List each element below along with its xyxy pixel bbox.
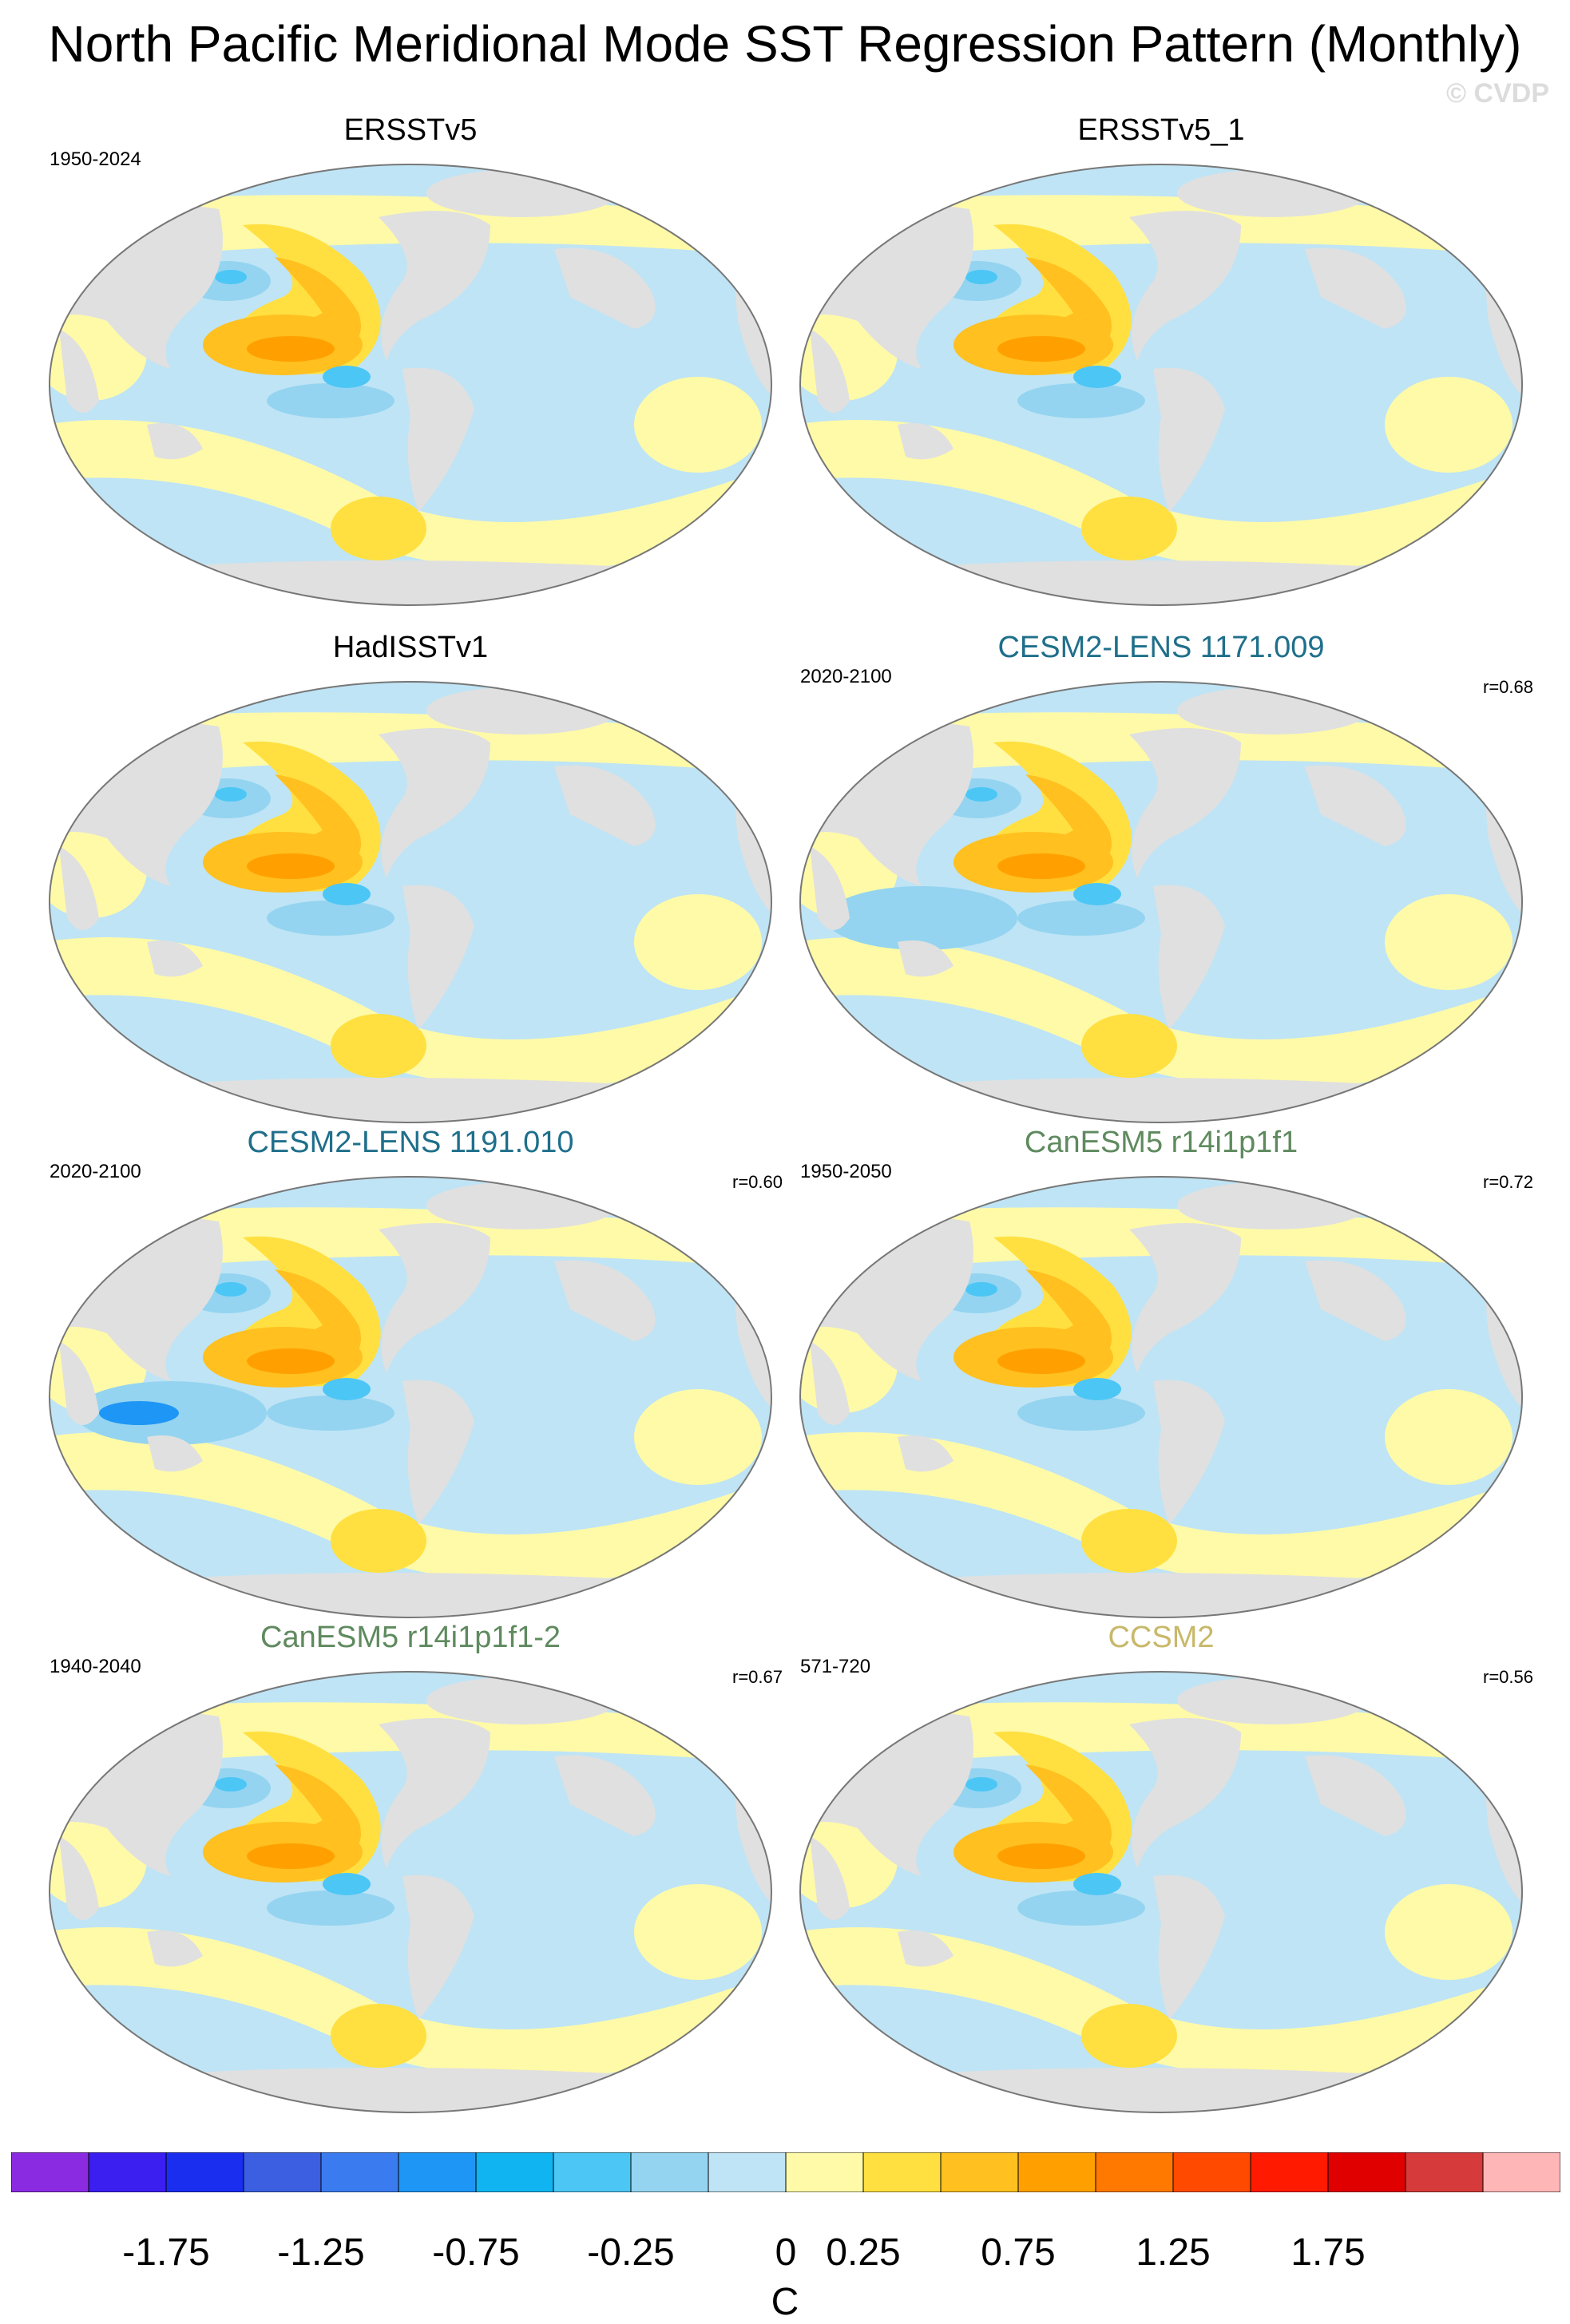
colorbar-swatch	[165, 2152, 244, 2192]
colorbar-tick-label: 1.25	[1136, 2231, 1211, 2274]
panel-title: CanESM5 r14i1p1f1-2	[260, 1621, 561, 1654]
colorbar-tick-label: -1.75	[122, 2231, 210, 2274]
pattern-correlation: r=0.68	[1483, 677, 1533, 697]
colorbar-swatch	[1482, 2152, 1560, 2192]
sst-regression-map	[799, 164, 1523, 606]
pattern-correlation: r=0.67	[732, 1667, 783, 1687]
panel-period: 2020-2100	[800, 666, 892, 687]
sst-regression-map	[49, 1176, 772, 1618]
cvdp-watermark: © CVDP	[1446, 78, 1549, 109]
panel-title: CanESM5 r14i1p1f1	[1024, 1126, 1298, 1159]
sst-regression-map	[49, 681, 772, 1123]
map-panel: CCSM2 571-720 r=0.56	[794, 1621, 1533, 2116]
colorbar-swatch	[1405, 2152, 1484, 2192]
map-panel: ERSSTv5_1	[794, 113, 1528, 608]
colorbar-swatch	[1172, 2152, 1251, 2192]
panel-title: CESM2-LENS 1191.010	[247, 1126, 574, 1159]
colorbar-units: C	[771, 2281, 799, 2323]
colorbar-swatch	[88, 2152, 167, 2192]
colorbar-swatch	[553, 2152, 632, 2192]
sst-regression-map	[799, 681, 1523, 1123]
sst-regression-map	[49, 1671, 772, 2113]
colorbar-tick-label: -0.75	[432, 2231, 520, 2274]
panel-period: 2020-2100	[50, 1161, 141, 1182]
colorbar-swatch	[1017, 2152, 1096, 2192]
colorbar-swatch	[862, 2152, 942, 2192]
colorbar-swatch	[1327, 2152, 1406, 2192]
map-panel: CESM2-LENS 1171.009 2020-2100 r=0.68	[794, 631, 1533, 1126]
colorbar-swatch	[398, 2152, 477, 2192]
figure-title: North Pacific Meridional Mode SST Regres…	[48, 15, 1522, 73]
colorbar-tick-label: -0.25	[587, 2231, 675, 2274]
colorbar-swatch	[11, 2152, 89, 2192]
map-panel: CanESM5 r14i1p1f1 1950-2050 r=0.72	[794, 1126, 1533, 1621]
colorbar-tick-label: -1.25	[277, 2231, 365, 2274]
panel-period: 1950-2024	[50, 148, 141, 170]
sst-regression-map	[799, 1671, 1523, 2113]
colorbar-swatch	[1095, 2152, 1174, 2192]
sst-regression-map	[49, 164, 772, 606]
colorbar-tick-label: 0.75	[981, 2231, 1056, 2274]
panel-title: ERSSTv5_1	[1077, 113, 1245, 147]
map-panel: CanESM5 r14i1p1f1-2 1940-2040 r=0.67	[43, 1621, 783, 2116]
panel-period: 1940-2040	[50, 1656, 141, 1677]
sst-regression-map	[799, 1176, 1523, 1618]
map-panel: ERSSTv5 1950-2024	[43, 113, 778, 608]
pattern-correlation: r=0.72	[1483, 1172, 1533, 1192]
colorbar-swatch	[940, 2152, 1019, 2192]
pattern-correlation: r=0.60	[732, 1172, 783, 1192]
colorbar-swatch	[630, 2152, 709, 2192]
pattern-correlation: r=0.56	[1483, 1667, 1533, 1687]
panel-title: CCSM2	[1108, 1621, 1215, 1654]
colorbar-swatch	[475, 2152, 554, 2192]
colorbar-tick-label: 0	[775, 2231, 797, 2274]
panel-title: HadISSTv1	[332, 631, 489, 664]
panel-title: CESM2-LENS 1171.009	[997, 631, 1325, 664]
panel-period: 571-720	[800, 1656, 871, 1677]
colorbar-tick-label: 1.75	[1290, 2231, 1366, 2274]
panel-title: ERSSTv5	[343, 113, 478, 147]
colorbar-swatch	[785, 2152, 864, 2192]
colorbar-swatch	[1250, 2152, 1329, 2192]
colorbar	[11, 2152, 1560, 2192]
colorbar-swatch	[708, 2152, 787, 2192]
map-panel: HadISSTv1	[43, 631, 778, 1126]
map-panel: CESM2-LENS 1191.010 2020-2100 r=0.60	[43, 1126, 783, 1621]
colorbar-swatch	[320, 2152, 399, 2192]
colorbar-swatch	[243, 2152, 322, 2192]
colorbar-tick-label: 0.25	[826, 2231, 901, 2274]
panel-period: 1950-2050	[800, 1161, 892, 1182]
